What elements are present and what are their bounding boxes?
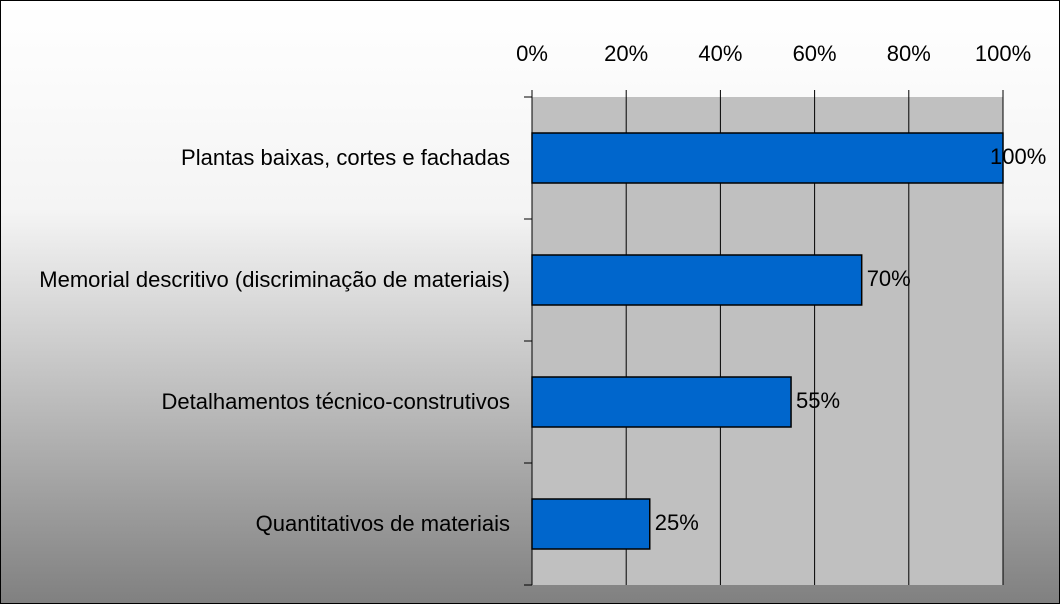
bar bbox=[531, 132, 1004, 184]
bar bbox=[531, 254, 863, 306]
x-tick-label: 0% bbox=[516, 41, 548, 66]
bar bbox=[531, 376, 792, 428]
x-tick-label: 20% bbox=[604, 41, 648, 66]
data-label: 70% bbox=[867, 266, 911, 291]
x-tick-label: 80% bbox=[887, 41, 931, 66]
bar bbox=[531, 498, 651, 550]
x-tick-label: 100% bbox=[975, 41, 1031, 66]
y-tick-label: Quantitativos de materiais bbox=[255, 511, 510, 536]
y-tick-label: Plantas baixas, cortes e fachadas bbox=[181, 145, 510, 170]
x-tick-label: 60% bbox=[793, 41, 837, 66]
x-tick-label: 40% bbox=[698, 41, 742, 66]
y-tick-label: Detalhamentos técnico-construtivos bbox=[161, 389, 511, 414]
data-label: 25% bbox=[655, 510, 699, 535]
y-tick-label: Memorial descritivo (discriminação de ma… bbox=[39, 267, 510, 292]
data-label: 55% bbox=[796, 388, 840, 413]
data-label: 100% bbox=[990, 144, 1046, 169]
